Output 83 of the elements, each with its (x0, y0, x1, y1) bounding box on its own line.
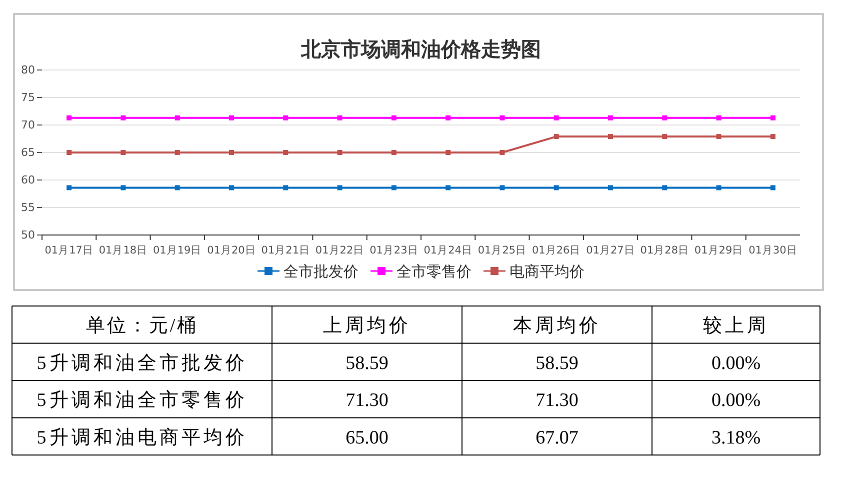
point (66, 115, 72, 120)
y-tick-label: 80 (21, 64, 35, 77)
point (229, 115, 234, 120)
legend-label: 电商平均价 (510, 262, 584, 280)
point (500, 185, 505, 190)
x-tick-label: 01月22日 (315, 244, 364, 256)
point (554, 134, 559, 140)
y-tick-label: 50 (21, 228, 35, 242)
x-tick-label: 01月28日 (640, 244, 690, 256)
x-tick-label: 01月17日 (44, 244, 94, 256)
point (174, 185, 180, 190)
x-tick-label: 01月23日 (370, 244, 418, 256)
point (554, 185, 559, 190)
data-label: 0.00% (711, 390, 761, 412)
point (229, 185, 234, 190)
point (337, 185, 342, 190)
point (391, 150, 396, 155)
point (716, 115, 722, 120)
text: 上周均价 (323, 316, 411, 337)
point (391, 115, 396, 120)
point (337, 115, 342, 120)
data-label: 3.18% (711, 427, 761, 448)
x-tick-label: 01月29日 (694, 244, 744, 256)
point (662, 134, 668, 140)
data-label: 67.07 (536, 427, 578, 448)
y-tick-label: 60 (21, 174, 35, 187)
point (500, 150, 505, 155)
y-tick-label: 75 (21, 91, 35, 104)
point (66, 185, 72, 190)
point (66, 150, 72, 155)
point (120, 150, 126, 155)
point (662, 115, 668, 120)
point (716, 134, 722, 140)
text: 较上周 (703, 316, 769, 337)
point (229, 150, 234, 155)
legend-label: 全市零售价 (396, 262, 472, 280)
x-tick-label: 01月26日 (532, 244, 581, 256)
point (120, 115, 126, 120)
point (716, 185, 722, 190)
y-tick-label: 55 (21, 201, 35, 214)
x-tick-label: 01月25日 (478, 244, 527, 256)
data-label: 71.30 (536, 390, 578, 412)
point (554, 115, 559, 120)
x-tick-label: 01月20日 (207, 244, 256, 256)
point (608, 134, 613, 140)
point (174, 150, 180, 155)
data-label: 58.59 (346, 352, 388, 374)
text: 单位：元/桶 (86, 316, 198, 337)
x-tick-label: 01月27日 (586, 244, 635, 256)
point (662, 185, 668, 190)
data-label: 65.00 (346, 427, 388, 448)
category-label: 5升调和油电商平均价 (36, 426, 248, 448)
x-tick-label: 01月24日 (424, 244, 472, 256)
text: 本周均价 (513, 316, 601, 337)
point (446, 185, 451, 190)
point (391, 185, 396, 190)
x-tick-label: 01月30日 (748, 244, 798, 256)
y-tick-label: 65 (21, 146, 35, 160)
point (446, 150, 451, 155)
chart-title: 北京市场调和油价格走势图 (300, 37, 541, 61)
point (770, 115, 776, 120)
point (174, 115, 180, 120)
category-label: 5升调和油全市批发价 (36, 352, 248, 374)
category-label: 5升调和油全市零售价 (36, 389, 248, 412)
point (608, 185, 613, 190)
y-tick-label: 70 (21, 118, 35, 132)
data-label: 58.59 (536, 352, 578, 374)
point (500, 115, 505, 120)
point (337, 150, 342, 155)
data-label: 0.00% (711, 352, 761, 374)
point (446, 115, 451, 120)
point (770, 134, 776, 140)
x-tick-label: 01月18日 (98, 244, 148, 256)
x-tick-label: 01月21日 (261, 244, 310, 256)
point (770, 185, 776, 190)
x-tick-label: 01月19日 (152, 244, 202, 256)
point (283, 150, 288, 155)
data-label: 71.30 (346, 390, 388, 412)
legend-label: 全市批发价 (284, 262, 358, 280)
point (608, 115, 613, 120)
point (120, 185, 126, 190)
point (283, 185, 288, 190)
point (283, 115, 288, 120)
